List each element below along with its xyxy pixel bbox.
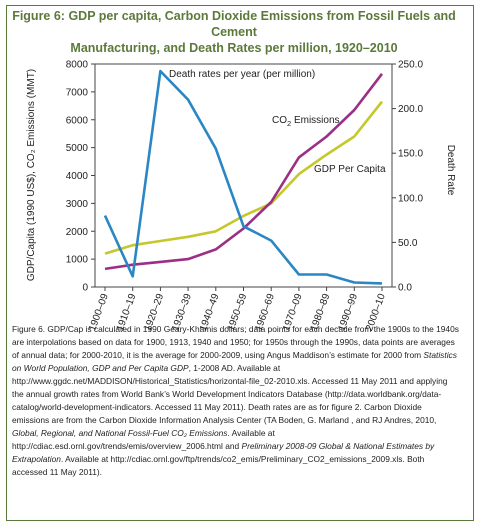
- gdp-line: [104, 100, 384, 255]
- co2-annotation: CO2 Emissions: [272, 115, 340, 128]
- figure-title-line2: Manufacturing, and Death Rates per milli…: [70, 41, 398, 55]
- right-tick-label: 0.0: [398, 283, 412, 294]
- plot-area: [94, 63, 393, 288]
- plot-border: [94, 63, 393, 288]
- death-rate-line: [103, 69, 383, 285]
- right-tick-label: 150.0: [398, 149, 423, 160]
- right-axis-label: Death Rate: [445, 145, 456, 196]
- left-tick-label: 0: [82, 283, 88, 294]
- co2-suffix: Emissions: [291, 115, 339, 126]
- figure-title-line1: Figure 6: GDP per capita, Carbon Dioxide…: [12, 9, 456, 39]
- right-tick-label: 100.0: [398, 193, 423, 204]
- right-tick-label: 50.0: [398, 238, 418, 249]
- left-tick-label: 6000: [66, 115, 89, 126]
- right-axis-ticks: 0.0 50.0 100.0 150.0 200.0 250.0: [392, 60, 423, 294]
- figure-caption: Figure 6. GDP/Cap is calculated in 1990 …: [12, 323, 460, 479]
- death-rate-annotation: Death rates per year (per million): [169, 69, 315, 80]
- right-tick-label: 250.0: [398, 60, 423, 71]
- left-tick-label: 2000: [66, 227, 89, 238]
- left-tick-label: 3000: [66, 199, 89, 210]
- caption-part3: . Available at http://cdiac.esd.ornl.gov…: [12, 428, 275, 451]
- left-tick-label: 7000: [66, 87, 89, 98]
- left-tick-label: 8000: [66, 60, 89, 71]
- left-tick-label: 1000: [66, 255, 89, 266]
- caption-part2: , 1-2008 AD. Available at http://www.ggd…: [12, 363, 448, 425]
- left-axis-label: GDP/Capita (1990 US$), CO₂ Emissions (MM…: [26, 69, 37, 281]
- co2-subscript: 2: [287, 119, 291, 128]
- right-tick-label: 200.0: [398, 104, 423, 115]
- caption-italic2: Global, Regional, and National Fossil-Fu…: [12, 428, 228, 438]
- gdp-annotation: GDP Per Capita: [314, 164, 386, 175]
- figure-frame: [6, 5, 474, 521]
- caption-part4: . Available at http://cdiac.ornl.gov/ftp…: [12, 454, 425, 477]
- co2-line: [104, 73, 384, 271]
- caption-italic1: Statistics on World Population, GDP and …: [12, 350, 457, 373]
- caption-part1: Figure 6. GDP/Cap is calculated in 1990 …: [12, 324, 459, 360]
- left-tick-label: 5000: [66, 143, 89, 154]
- caption-italic3: Preliminary 2008-09 Global & National Es…: [12, 441, 435, 464]
- series-lines: [103, 69, 384, 285]
- figure-title: Figure 6: GDP per capita, Carbon Dioxide…: [10, 8, 458, 56]
- co2-prefix: CO: [272, 115, 287, 126]
- left-axis-ticks: 0 1000 2000 3000 4000 5000 6000 7000 8000: [66, 60, 95, 294]
- left-tick-label: 4000: [66, 171, 89, 182]
